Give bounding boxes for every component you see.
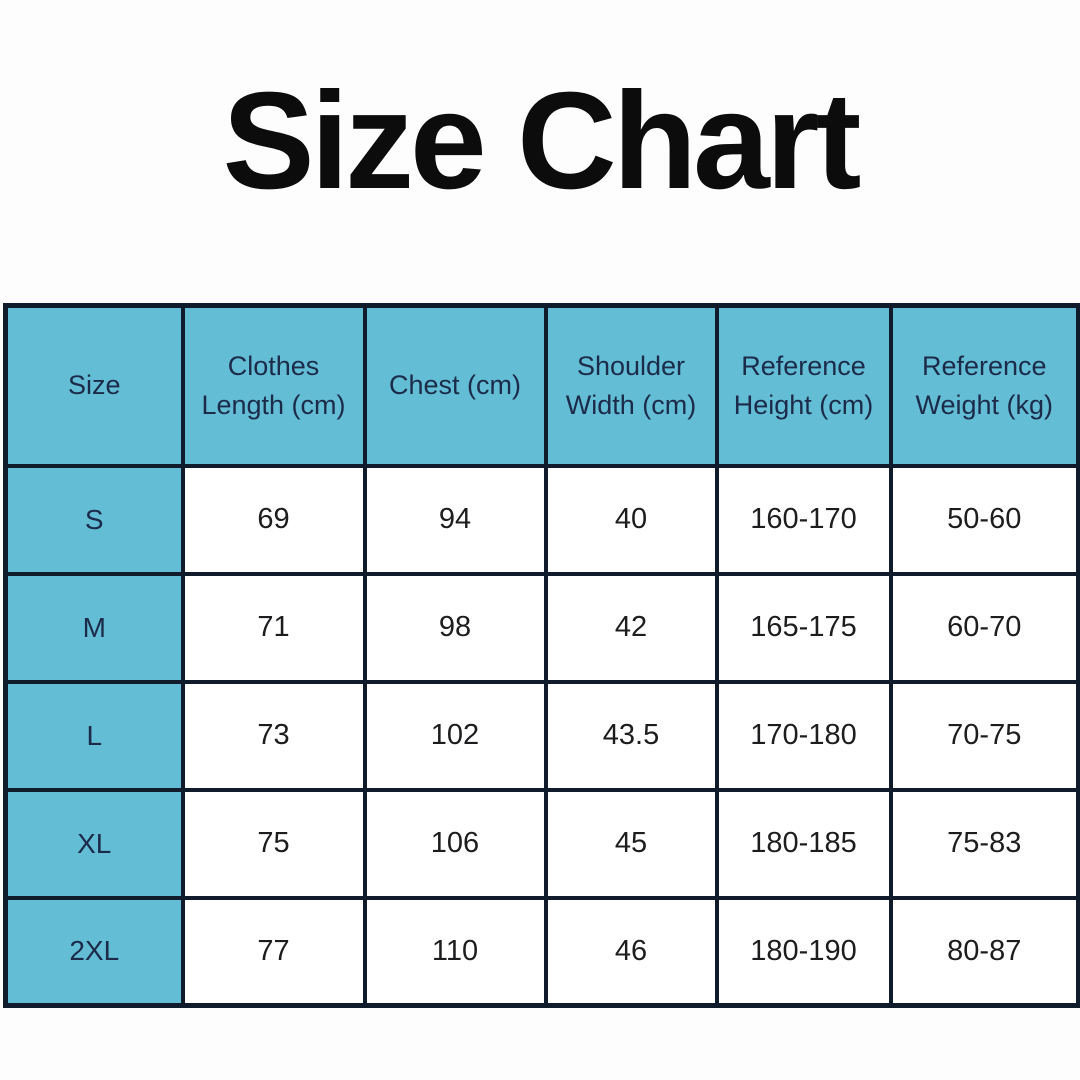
value-cell: 106 bbox=[362, 787, 548, 900]
value-cell: 70-75 bbox=[888, 679, 1080, 792]
col-header-size: Size bbox=[3, 303, 185, 468]
value-cell: 102 bbox=[362, 679, 548, 792]
value-cell: 180-190 bbox=[714, 895, 893, 1008]
value-cell: 46 bbox=[543, 895, 719, 1008]
value-cell: 77 bbox=[180, 895, 367, 1008]
value-cell: 94 bbox=[362, 463, 548, 576]
size-cell: XL bbox=[3, 787, 185, 900]
value-cell: 73 bbox=[180, 679, 367, 792]
value-cell: 170-180 bbox=[714, 679, 893, 792]
value-cell: 75 bbox=[180, 787, 367, 900]
value-cell: 80-87 bbox=[888, 895, 1080, 1008]
table-row: XL 75 106 45 180-185 75-83 bbox=[3, 787, 1080, 900]
table-row: M 71 98 42 165-175 60-70 bbox=[3, 571, 1080, 684]
value-cell: 50-60 bbox=[888, 463, 1080, 576]
size-cell: M bbox=[3, 571, 185, 684]
col-header-reference-weight: Reference Weight (kg) bbox=[888, 303, 1080, 468]
value-cell: 71 bbox=[180, 571, 367, 684]
col-header-shoulder-width: Shoulder Width (cm) bbox=[543, 303, 719, 468]
value-cell: 40 bbox=[543, 463, 719, 576]
col-header-reference-height: Reference Height (cm) bbox=[714, 303, 893, 468]
value-cell: 98 bbox=[362, 571, 548, 684]
value-cell: 43.5 bbox=[543, 679, 719, 792]
size-cell: S bbox=[3, 463, 185, 576]
table-header-row: Size Clothes Length (cm) Chest (cm) Shou… bbox=[3, 303, 1080, 468]
table-row: L 73 102 43.5 170-180 70-75 bbox=[3, 679, 1080, 792]
page-title: Size Chart bbox=[222, 64, 862, 218]
value-cell: 60-70 bbox=[888, 571, 1080, 684]
col-header-clothes-length: Clothes Length (cm) bbox=[180, 303, 367, 468]
value-cell: 42 bbox=[543, 571, 719, 684]
value-cell: 180-185 bbox=[714, 787, 893, 900]
size-chart-table: Size Clothes Length (cm) Chest (cm) Shou… bbox=[3, 303, 1080, 1008]
table-row: 2XL 77 110 46 180-190 80-87 bbox=[3, 895, 1080, 1008]
value-cell: 75-83 bbox=[888, 787, 1080, 900]
value-cell: 110 bbox=[362, 895, 548, 1008]
col-header-chest: Chest (cm) bbox=[362, 303, 548, 468]
size-cell: 2XL bbox=[3, 895, 185, 1008]
value-cell: 45 bbox=[543, 787, 719, 900]
value-cell: 165-175 bbox=[714, 571, 893, 684]
size-cell: L bbox=[3, 679, 185, 792]
table-body: S 69 94 40 160-170 50-60 M 71 98 42 165-175 60-70 L 7… bbox=[3, 463, 1080, 1008]
value-cell: 69 bbox=[180, 463, 367, 576]
table-row: S 69 94 40 160-170 50-60 bbox=[3, 463, 1080, 576]
value-cell: 160-170 bbox=[714, 463, 893, 576]
